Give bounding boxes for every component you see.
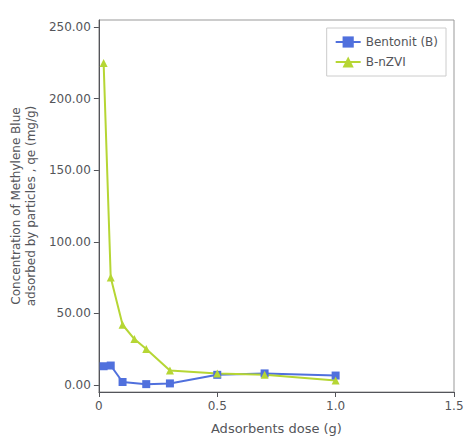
svg-text:150.00: 150.00 [49,163,91,177]
svg-text:0.5: 0.5 [208,399,227,413]
svg-text:0: 0 [95,399,103,413]
svg-text:adsorbed by particles , qe (mg: adsorbed by particles , qe (mg/g) [24,106,38,307]
svg-text:100.00: 100.00 [49,235,91,249]
svg-text:Bentonit (B): Bentonit (B) [366,35,438,49]
svg-text:1.5: 1.5 [444,399,463,413]
svg-text:250.00: 250.00 [49,20,91,34]
svg-text:50.00: 50.00 [57,306,91,320]
svg-text:Concentration of Methylene Blu: Concentration of Methylene Blue [9,107,23,304]
svg-text:1.0: 1.0 [326,399,345,413]
svg-text:200.00: 200.00 [49,92,91,106]
svg-text:0.00: 0.00 [64,378,91,392]
svg-text:Adsorbents dose (g): Adsorbents dose (g) [211,421,342,436]
svg-text:B-nZVI: B-nZVI [366,55,406,69]
